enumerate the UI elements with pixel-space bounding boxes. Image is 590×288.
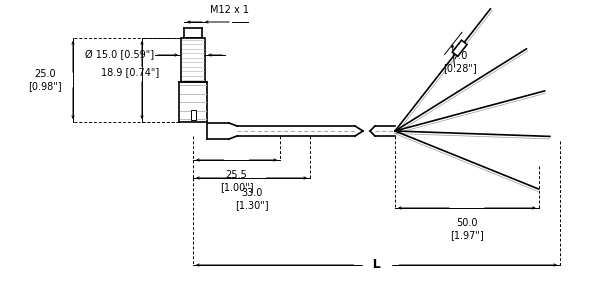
Text: M12 x 1: M12 x 1 [210, 5, 249, 15]
Text: 7.0
[0.28"]: 7.0 [0.28"] [443, 51, 477, 73]
Text: 33.0
[1.30"]: 33.0 [1.30"] [235, 188, 268, 210]
Bar [181, 38, 205, 82]
Polygon shape [453, 40, 467, 56]
Text: 50.0
[1.97"]: 50.0 [1.97"] [450, 218, 484, 240]
Bar [191, 110, 195, 120]
Text: L: L [364, 259, 389, 272]
Text: 25.0
[0.98"]: 25.0 [0.98"] [28, 69, 62, 91]
Text: 25.5
[1.00"]: 25.5 [1.00"] [219, 170, 253, 192]
Text: 18.9 [0.74"]: 18.9 [0.74"] [101, 67, 159, 77]
Text: Ø 15.0 [0.59"]: Ø 15.0 [0.59"] [85, 50, 154, 60]
